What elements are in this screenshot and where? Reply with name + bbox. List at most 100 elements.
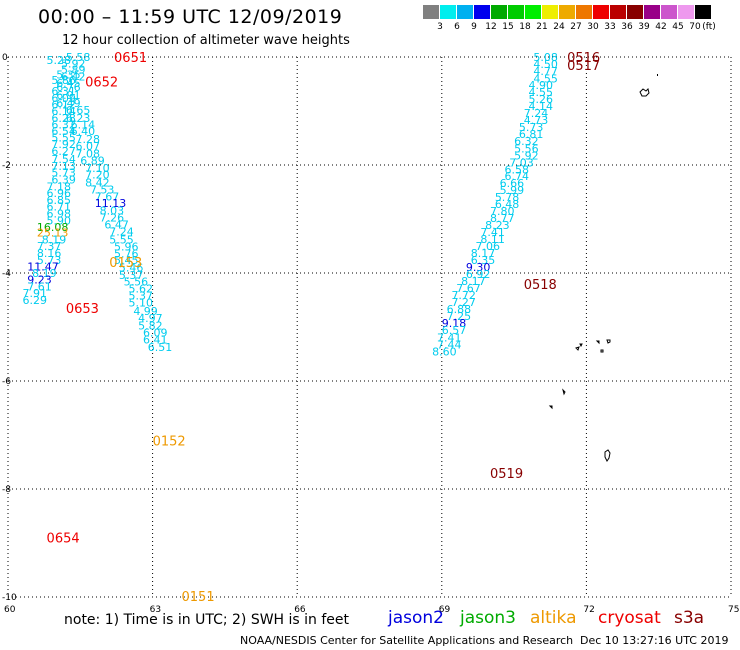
wave-height-value: 6.58 xyxy=(504,163,528,176)
wave-height-value: 8.19 xyxy=(42,234,67,247)
wave-height-value: 7.67 xyxy=(456,282,481,295)
wave-height-value: 8.42 xyxy=(85,176,110,189)
wave-height-value: 5.92 xyxy=(514,149,539,162)
wave-height-value: 7.41 xyxy=(480,226,505,239)
wave-height-value: 6.41 xyxy=(143,333,168,346)
legend-swatch xyxy=(491,5,507,19)
wave-height-value: 6.14 xyxy=(51,105,76,118)
wave-height-value: 8.16 xyxy=(37,247,62,260)
island-outline xyxy=(639,88,650,97)
map-grid xyxy=(7,56,732,598)
wave-height-value: 6.81 xyxy=(519,128,544,141)
wave-height-value: 8.77 xyxy=(490,212,515,225)
y-tick-label: -6 xyxy=(2,377,11,387)
wave-height-value: 6.07 xyxy=(75,140,100,153)
pass-time-label: 0151 xyxy=(182,590,215,605)
wave-height-value: 7.80 xyxy=(490,205,515,218)
wave-height-value: 5.73 xyxy=(37,254,62,267)
wave-height-value: 7.20 xyxy=(85,169,110,182)
wave-height-value: 8.03 xyxy=(100,204,125,217)
satellite-label-s3a: s3a xyxy=(674,608,705,628)
wave-height-value: 5.62 xyxy=(129,283,154,296)
wave-height-value: 6.66 xyxy=(500,177,525,190)
wave-height-value: 7.54 xyxy=(51,153,76,166)
wave-height-value: 5.08 xyxy=(533,51,558,64)
wave-height-value: 7.41 xyxy=(437,331,462,344)
wave-height-value: 8.60 xyxy=(432,345,457,358)
wave-height-value: 6.23 xyxy=(66,112,91,125)
legend-swatch xyxy=(457,5,473,19)
x-tick-label: 75 xyxy=(728,605,739,615)
wave-height-value: 7.26 xyxy=(100,211,125,224)
wave-height-value: 7.91 xyxy=(22,287,47,300)
legend-label: 39 xyxy=(638,22,650,32)
legend-label: 27 xyxy=(570,22,582,32)
wave-height-value: 5.37 xyxy=(119,269,144,282)
wave-height-value: 7.37 xyxy=(37,240,62,253)
wave-height-value: 4.73 xyxy=(524,114,549,127)
x-tick-label: 66 xyxy=(294,605,306,615)
legend-swatch xyxy=(610,5,626,19)
wave-height-value: 6.09 xyxy=(143,326,168,339)
wave-height-value: 6.92 xyxy=(466,268,491,281)
satellite-label-cryosat: cryosat xyxy=(598,608,661,628)
legend-label: 30 xyxy=(587,22,599,32)
wave-height-value: 5.99 xyxy=(500,184,525,197)
wave-height-value: 8.17 xyxy=(461,275,486,288)
wave-height-value: 9.30 xyxy=(466,261,491,274)
y-tick-label: -10 xyxy=(2,593,17,603)
wave-height-value: 5.89 xyxy=(61,63,86,76)
wave-height-value: 5.37 xyxy=(129,290,154,303)
pass-time-label: 0517 xyxy=(567,59,600,74)
legend-label: 3 xyxy=(437,22,443,32)
wave-height-value: 4.90 xyxy=(529,79,554,92)
legend-label: 6 xyxy=(454,22,460,32)
wave-height-value: 5.76 xyxy=(114,248,139,261)
wave-height-value: 6.39 xyxy=(51,174,76,187)
wave-height-value: 5.55 xyxy=(109,234,134,247)
legend-swatch xyxy=(474,5,490,19)
legend-swatch xyxy=(593,5,609,19)
legend-label: 42 xyxy=(655,22,667,32)
legend-label: 45 xyxy=(672,22,684,32)
wave-height-value: 5.10 xyxy=(129,297,154,310)
island-outline xyxy=(604,449,611,462)
wave-height-value: 6.12 xyxy=(51,99,76,112)
pass-time-label: 0153 xyxy=(109,256,142,271)
wave-height-value: 5.86 xyxy=(51,74,76,87)
x-tick-label: 69 xyxy=(439,605,451,615)
wave-height-value: 6.76 xyxy=(56,81,80,94)
wave-height-value: 6.27 xyxy=(51,145,76,158)
wave-height-value: 5.55 xyxy=(51,131,76,144)
island-outline xyxy=(657,74,658,76)
x-tick-label: 63 xyxy=(150,605,161,615)
track-altika-descending-east: 5.084.504.774.554.904.555.264.147.244.73… xyxy=(432,51,558,358)
legend-label: 15 xyxy=(502,22,514,32)
wave-height-value: 6.09 xyxy=(51,92,76,105)
wave-height-value: 7.10 xyxy=(85,162,110,175)
wave-height-value: 5.92 xyxy=(61,57,86,70)
wave-height-value: 7.92 xyxy=(51,138,76,151)
y-tick-label: -2 xyxy=(2,161,11,171)
wave-height-value: 7.53 xyxy=(90,183,115,196)
wave-height-value: 5.35 xyxy=(56,68,80,81)
pass-time-label: 0652 xyxy=(85,75,118,90)
pass-time-label: 0654 xyxy=(47,532,80,547)
legend-swatch xyxy=(576,5,592,19)
wave-height-value: 7.44 xyxy=(437,338,462,351)
wave-height-value: 4.55 xyxy=(533,73,558,86)
units-note: note: 1) Time is in UTC; 2) SWH is in fe… xyxy=(64,612,350,628)
legend-label: 21 xyxy=(536,22,548,32)
page-title: 00:00 – 11:59 UTC 12/09/2019 xyxy=(38,6,343,28)
wave-height-value: 7.67 xyxy=(95,190,120,203)
wave-height-value: 6.47 xyxy=(104,218,128,231)
pass-time-label: 0516 xyxy=(567,51,600,66)
wave-height-value: 6.32 xyxy=(514,135,539,148)
wave-height-value: 4.99 xyxy=(133,305,158,318)
wave-height-value: 6.28 xyxy=(51,112,76,125)
wave-height-value: 6.35 xyxy=(471,254,496,267)
wave-height-value: 4.55 xyxy=(529,86,554,99)
wave-height-value: 5.90 xyxy=(47,215,71,228)
